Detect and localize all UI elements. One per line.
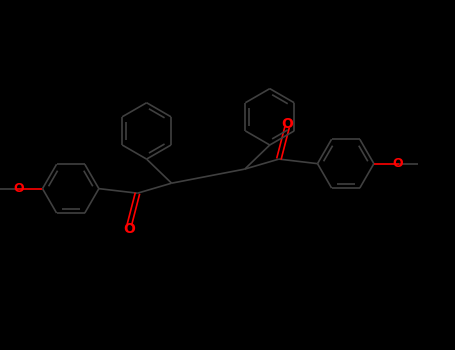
Text: O: O bbox=[281, 117, 293, 131]
Text: O: O bbox=[13, 182, 24, 195]
Text: O: O bbox=[123, 222, 135, 236]
Text: O: O bbox=[393, 157, 403, 170]
